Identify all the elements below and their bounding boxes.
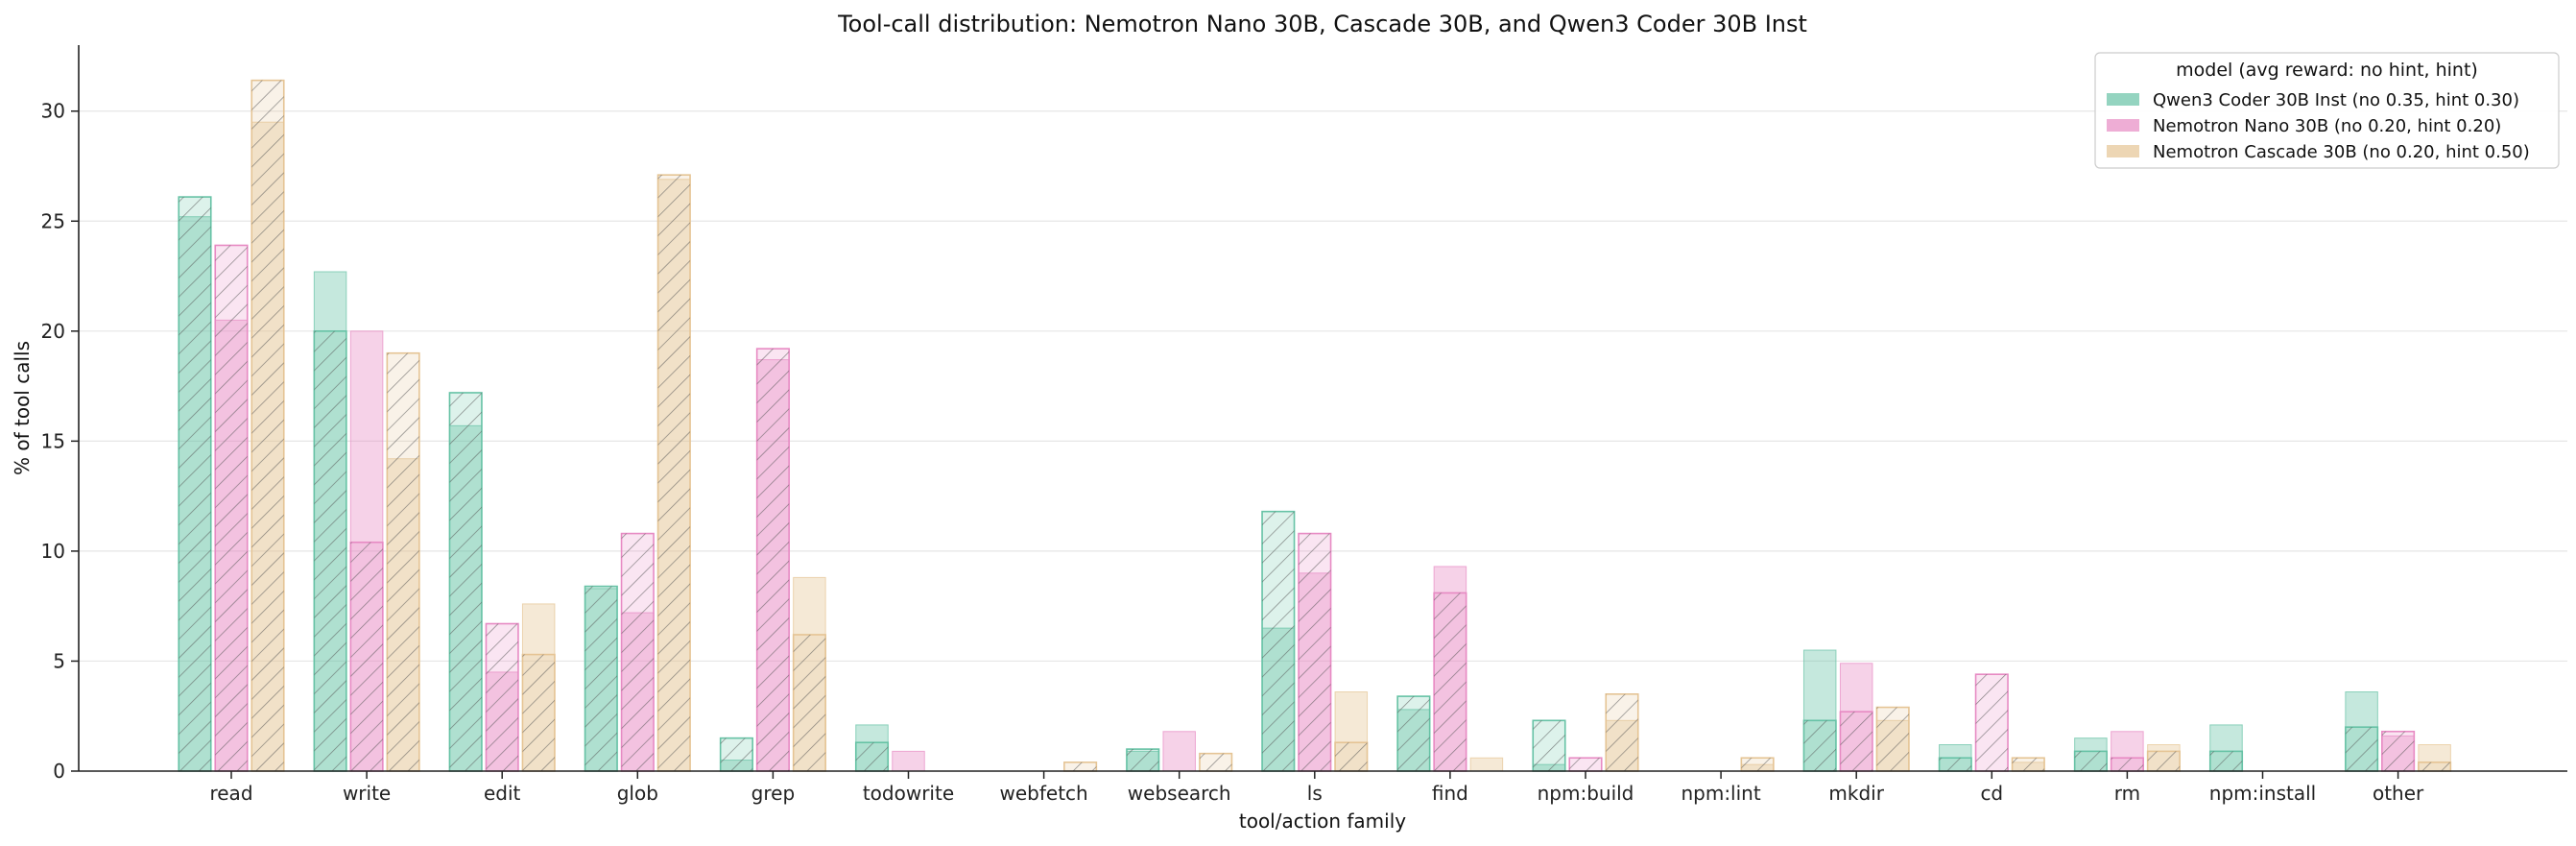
x-tick-label: npm:install <box>2209 782 2316 805</box>
legend-entry: Qwen3 Coder 30B Inst (no 0.35, hint 0.30… <box>2153 90 2519 110</box>
legend: model (avg reward: no hint, hint) Qwen3 C… <box>2094 52 2560 169</box>
bar-hint-hatch <box>314 330 346 771</box>
bar-hint-hatch <box>1876 707 1909 771</box>
x-tick-label: todowrite <box>863 782 954 805</box>
x-tick-label: other <box>2373 782 2424 805</box>
y-tick-label: 20 <box>41 320 65 343</box>
bar-hint-hatch <box>2074 751 2108 771</box>
bar-hint-hatch <box>350 542 383 771</box>
y-tick-label: 0 <box>53 760 65 783</box>
bar-hint-hatch <box>1803 720 1836 771</box>
bar-hint-hatch <box>1199 753 1232 771</box>
bar-no-hint <box>1469 757 1504 772</box>
x-tick-label: ls <box>1307 782 1323 805</box>
y-axis-label: % of tool calls <box>11 341 34 475</box>
bar-hint-hatch <box>522 654 555 771</box>
x-axis-label: tool/action family <box>1239 810 1406 833</box>
bar-hint-hatch <box>1606 693 1638 771</box>
legend-swatch <box>2107 93 2139 106</box>
x-tick-label: npm:lint <box>1681 782 1760 805</box>
x-tick-label: glob <box>617 782 658 805</box>
legend-entry: Nemotron Nano 30B (no 0.20, hint 0.20) <box>2153 116 2501 136</box>
bar-hint-hatch <box>1063 761 1097 771</box>
bar-hint-hatch <box>1533 720 1565 771</box>
bar-hint-hatch <box>2345 727 2378 771</box>
bar-hint-hatch <box>2111 758 2144 771</box>
x-tick-label: npm:build <box>1538 782 1634 805</box>
bar-hint-hatch <box>1299 533 1331 771</box>
x-tick-label: rm <box>2114 782 2140 805</box>
legend-swatch <box>2107 119 2139 132</box>
legend-swatch <box>2107 145 2139 157</box>
bar-hint-hatch <box>1569 758 1602 771</box>
x-tick-label: mkdir <box>1828 782 1884 805</box>
bar-hint-hatch <box>1434 592 1467 771</box>
bar-hint-hatch <box>1840 712 1872 771</box>
y-tick-label: 10 <box>41 540 65 563</box>
bar-hint-hatch <box>1126 749 1159 771</box>
axes: 0 5 10 15 20 25 30 read write edit glob grep todowri… <box>41 45 2567 805</box>
bar-hint-hatch <box>486 623 518 771</box>
x-tick-label: write <box>343 782 391 805</box>
x-tick-label: cd <box>1980 782 2003 805</box>
bar-hint-hatch <box>621 533 655 771</box>
bar-hint-hatch <box>1741 758 1774 771</box>
bar-hint-hatch <box>1397 696 1430 771</box>
chart-title: Tool-call distribution: Nemotron Nano 30… <box>837 11 1807 37</box>
bar-hint-hatch <box>793 634 826 771</box>
bar-no-hint <box>892 750 925 772</box>
x-tick-label: webfetch <box>999 782 1087 805</box>
bar-hint-hatch <box>2381 731 2415 771</box>
grid-lines <box>79 110 2567 663</box>
bar-hint-hatch <box>449 392 482 771</box>
bar-hint-hatch <box>251 80 284 772</box>
y-tick-label: 30 <box>41 100 65 123</box>
y-tick-label: 25 <box>41 209 65 232</box>
bar-hint-hatch <box>215 245 248 772</box>
bar-hint-hatch <box>657 175 691 771</box>
bar-hint-hatch <box>1262 511 1295 771</box>
x-tick-label: edit <box>484 782 521 805</box>
y-tick-label: 5 <box>53 649 65 672</box>
bar-hint-hatch <box>2209 751 2243 771</box>
bar-hint-hatch <box>1335 742 1368 771</box>
x-tick-label: find <box>1432 782 1468 805</box>
bars <box>178 79 2452 772</box>
x-tick-label: websearch <box>1128 782 1231 805</box>
bar-hint-hatch <box>179 197 211 771</box>
y-tick-label: 15 <box>41 429 65 452</box>
bar-hint-hatch <box>756 349 790 771</box>
x-tick-label: read <box>209 782 252 805</box>
bar-hint-hatch <box>2418 761 2451 771</box>
legend-title: model (avg reward: no hint, hint) <box>2176 60 2478 81</box>
bar-hint-hatch <box>387 352 419 771</box>
bar-hint-hatch <box>1939 758 1972 771</box>
bar-hint-hatch <box>2012 758 2045 771</box>
bar-hint-hatch <box>720 737 753 771</box>
bar-hint-hatch <box>855 742 889 771</box>
legend-box <box>2094 52 2560 169</box>
bar-hint-hatch <box>2147 751 2181 771</box>
legend-entry: Nemotron Cascade 30B (no 0.20, hint 0.50… <box>2153 142 2530 162</box>
x-tick-label: grep <box>751 782 795 805</box>
bar-hint-hatch <box>1975 674 2009 771</box>
bar-no-hint <box>1162 731 1196 772</box>
bar-hint-hatch <box>584 586 618 771</box>
